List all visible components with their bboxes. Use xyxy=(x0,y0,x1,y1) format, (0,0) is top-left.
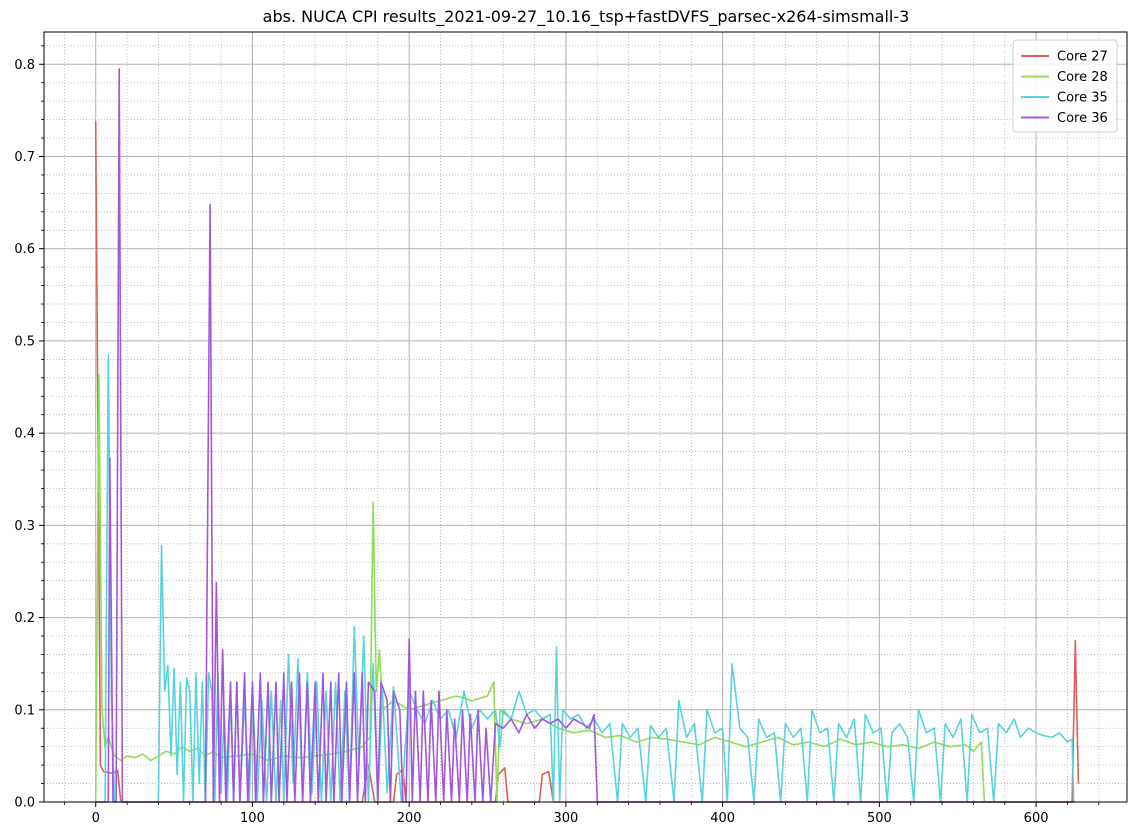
y-axis: 0.0 0.1 0.2 0.3 0.4 0.5 0.6 0.7 0.8 xyxy=(14,45,44,811)
legend-label: Core 27 xyxy=(1057,50,1108,65)
series-line-core-28 xyxy=(94,374,1068,803)
x-axis: 0 100 200 300 400 500 600 xyxy=(63,802,1100,826)
y-tick-label: 0.7 xyxy=(14,150,35,165)
series-layer xyxy=(94,68,1080,803)
x-tick-label: 200 xyxy=(397,811,422,826)
y-tick-label: 0.4 xyxy=(14,427,35,442)
legend-label: Core 35 xyxy=(1057,91,1108,106)
x-tick-label: 400 xyxy=(710,811,735,826)
y-tick-label: 0.2 xyxy=(14,611,35,626)
series-line-core-36 xyxy=(95,68,1076,803)
legend-box xyxy=(1012,39,1118,133)
y-tick-label: 0.8 xyxy=(14,58,35,73)
chart-title: abs. NUCA CPI results_2021-09-27_10.16_t… xyxy=(263,7,910,27)
x-tick-label: 600 xyxy=(1024,811,1049,826)
x-tick-label: 100 xyxy=(240,811,265,826)
plot-frame xyxy=(43,31,1128,803)
legend-label: Core 28 xyxy=(1057,70,1108,85)
x-tick-label: 300 xyxy=(553,811,578,826)
y-tick-label: 0.0 xyxy=(14,796,35,811)
y-tick-label: 0.1 xyxy=(14,703,35,718)
series-line-core-27 xyxy=(94,121,1080,803)
legend-label: Core 36 xyxy=(1057,111,1108,126)
y-tick-label: 0.3 xyxy=(14,519,35,534)
x-tick-label: 500 xyxy=(867,811,892,826)
x-tick-label: 0 xyxy=(92,811,100,826)
y-tick-label: 0.6 xyxy=(14,242,35,257)
legend: Core 27 Core 28 Core 35 Core 36 xyxy=(1012,39,1118,133)
y-tick-label: 0.5 xyxy=(14,334,35,349)
